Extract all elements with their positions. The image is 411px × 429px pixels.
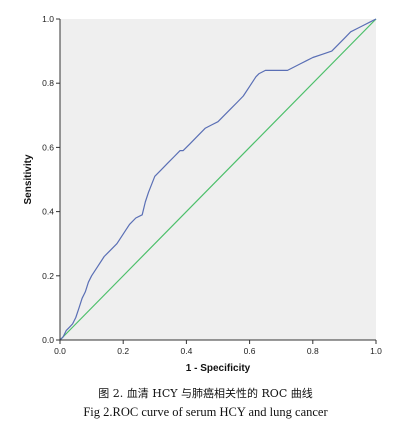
x-tick-label: 0.6: [244, 346, 256, 356]
x-axis-ticks: 0.0 0.2 0.4 0.6 0.8 1.0: [54, 340, 382, 356]
axes-layer: [59, 19, 376, 341]
figure-caption-english: Fig 2.ROC curve of serum HCY and lung ca…: [83, 405, 328, 419]
roc-chart: 0.0 0.2 0.4 0.6 0.8 1.0 0.0 0.2 0.4 0.6 0.8 1.0 1 …: [23, 14, 382, 374]
y-tick-label: 0.6: [42, 142, 54, 152]
figure-caption-chinese: 图 2. 血清 HCY 与肺癌相关性的 ROC 曲线: [98, 387, 313, 400]
x-tick-label: 0.4: [180, 346, 192, 356]
y-tick-label: 0.0: [42, 335, 54, 345]
x-axis-title: 1 - Specificity: [186, 363, 251, 374]
roc-layer: [59, 18, 377, 341]
x-tick-label: 1.0: [370, 346, 382, 356]
y-tick-label: 0.2: [42, 271, 54, 281]
y-tick-label: 0.8: [42, 78, 54, 88]
roc-curve: [59, 18, 377, 341]
x-tick-label: 0.8: [307, 346, 319, 356]
y-axis-ticks: 0.0 0.2 0.4 0.6 0.8 1.0: [42, 14, 60, 345]
y-tick-label: 1.0: [42, 14, 54, 24]
y-axis-title: Sensitivity: [23, 154, 34, 204]
x-tick-label: 0.0: [54, 346, 66, 356]
y-tick-label: 0.4: [42, 207, 54, 217]
x-tick-label: 0.2: [117, 346, 129, 356]
reference-line: [59, 18, 377, 341]
reference-layer: [59, 18, 377, 341]
